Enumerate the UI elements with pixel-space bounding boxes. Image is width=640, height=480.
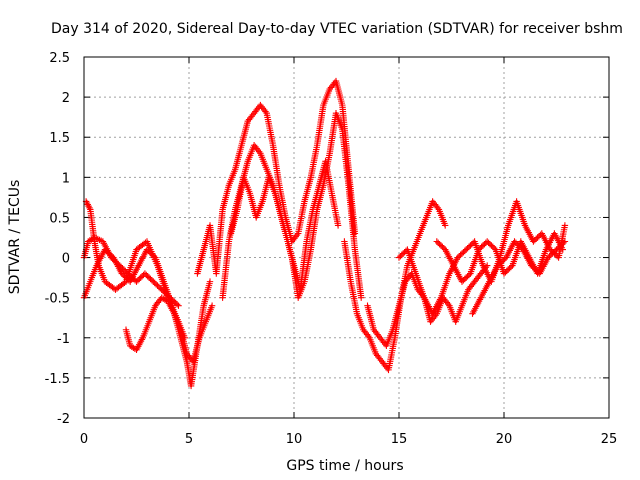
series-arc-3 <box>82 198 188 341</box>
data-point <box>561 222 569 229</box>
series-arc-9 <box>364 262 491 349</box>
axis-ticks: 0 5 10 15 20 25 -2 -1.5 -1 -0.5 0 0.5 1 1.5 2 2.5 <box>45 51 618 447</box>
data-points <box>80 77 569 390</box>
y-tick-label: 1 <box>62 171 70 186</box>
y-tick-label: -1.5 <box>45 372 70 387</box>
data-point <box>491 244 498 252</box>
data-point <box>173 301 181 308</box>
series-arc-4 <box>122 294 216 366</box>
x-tick-label: 5 <box>185 432 193 447</box>
chart-title: Day 314 of 2020, Sidereal Day-to-day VTE… <box>51 21 623 37</box>
data-point <box>465 271 473 279</box>
plot-frame <box>83 56 610 419</box>
data-point <box>334 222 342 229</box>
x-tick-label: 0 <box>80 432 88 447</box>
y-tick-label: 0.5 <box>49 211 70 226</box>
x-axis-label: GPS time / hours <box>286 458 403 474</box>
y-tick-label: 2 <box>62 91 70 106</box>
series-arc-7 <box>227 158 342 293</box>
data-point <box>208 302 216 309</box>
y-tick-label: -2 <box>57 412 70 427</box>
y-tick-label: -0.5 <box>45 292 70 307</box>
data-point <box>560 239 567 247</box>
data-point <box>175 302 182 309</box>
series-arc-12 <box>469 238 569 317</box>
data-point <box>559 246 566 253</box>
data-point <box>206 278 214 285</box>
data-point <box>358 294 365 301</box>
data-point <box>561 238 569 245</box>
y-tick-label: -1 <box>57 332 70 347</box>
data-point <box>507 263 515 271</box>
x-tick-label: 20 <box>496 432 513 447</box>
y-tick-label: 0 <box>62 252 70 267</box>
data-point <box>442 222 449 229</box>
series-arc-5 <box>194 77 359 277</box>
y-axis-label: SDTVAR / TECUs <box>7 180 23 295</box>
y-tick-label: 2.5 <box>49 51 70 66</box>
x-tick-label: 25 <box>601 432 618 447</box>
x-tick-label: 10 <box>286 432 303 447</box>
y-tick-label: 1.5 <box>49 131 70 146</box>
x-tick-label: 15 <box>391 432 408 447</box>
